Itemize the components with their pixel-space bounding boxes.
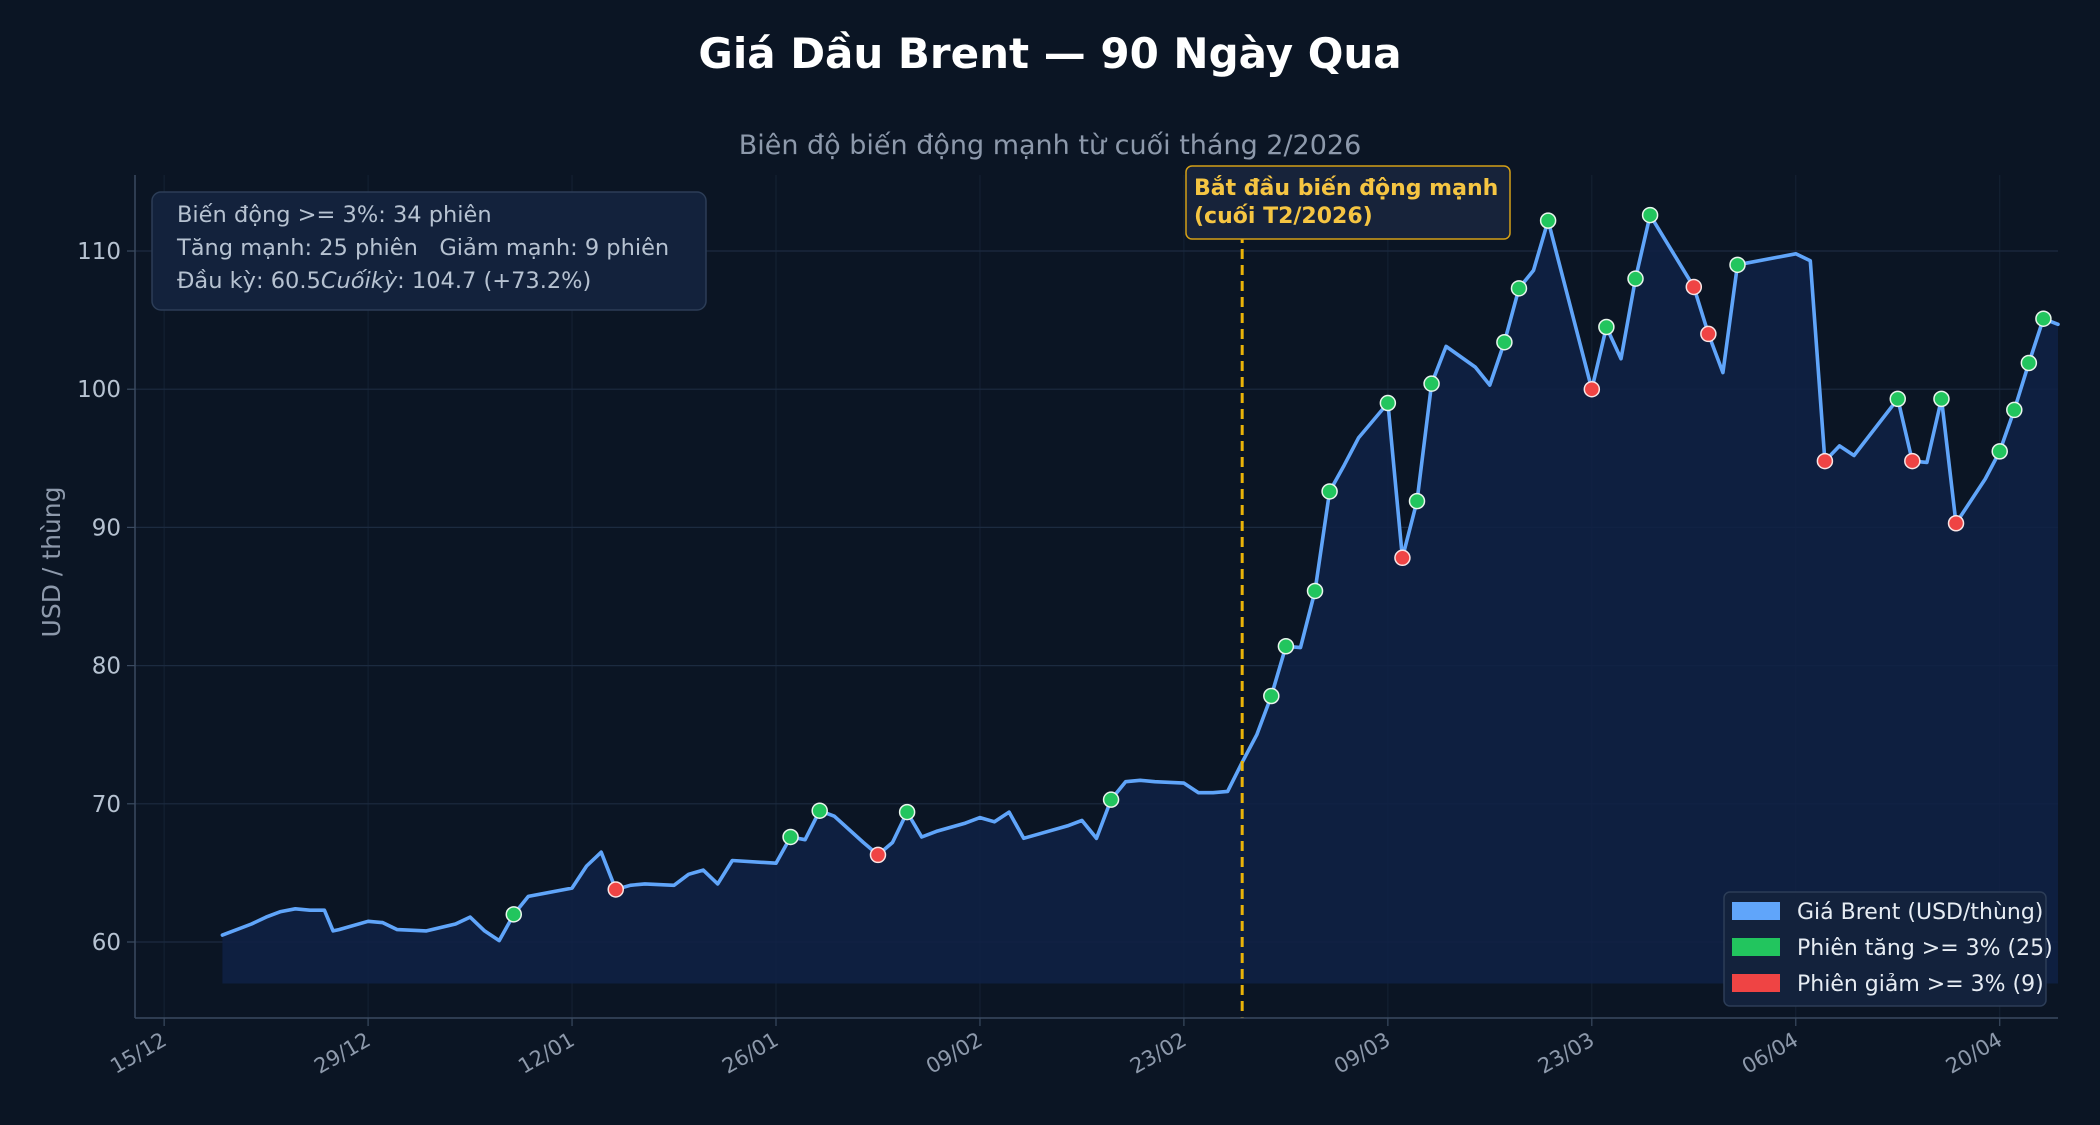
y-tick-label: 100	[77, 377, 121, 403]
up-session-marker	[1627, 270, 1644, 287]
up-session-marker	[505, 906, 523, 923]
up-session-marker	[782, 828, 799, 846]
up-session-marker	[1408, 492, 1426, 510]
up-session-marker	[1641, 206, 1659, 224]
up-session-marker	[1496, 333, 1513, 351]
legend-label-up: Phiên tăng >= 3% (25)	[1797, 936, 2053, 961]
up-session-marker	[1539, 212, 1557, 229]
down-session-marker	[1816, 452, 1834, 470]
legend-label-down: Phiên giảm >= 3% (9)	[1797, 972, 2044, 997]
down-session-marker	[1685, 278, 1703, 296]
up-session-marker	[1263, 687, 1280, 705]
up-session-marker	[1379, 394, 1397, 412]
y-tick-label: 70	[92, 792, 121, 818]
legend: Giá Brent (USD/thùng) Phiên tăng >= 3% (…	[1723, 891, 2053, 1007]
stats-box-frame	[151, 191, 707, 311]
annotation-box-frame	[1185, 165, 1511, 240]
y-axis-label: USD / thùng	[37, 487, 66, 638]
up-session-marker	[2020, 354, 2038, 372]
down-session-marker	[1947, 515, 1965, 532]
up-session-marker	[1889, 390, 1906, 408]
legend-swatch-down	[1732, 974, 1780, 992]
down-session-marker	[869, 846, 887, 864]
up-session-marker	[1423, 375, 1440, 392]
price-area-fill	[222, 215, 2058, 984]
y-tick-label: 110	[77, 239, 121, 265]
y-tick-label: 90	[92, 515, 121, 541]
annotation-line-1: Bắt đầu biến động mạnh	[1194, 175, 1498, 201]
chart-subtitle: Biên độ biến động mạnh từ cuối tháng 2/2…	[739, 130, 1362, 161]
up-session-marker	[2006, 401, 2023, 419]
stats-line-2: Tăng mạnh: 25 phiên Giảm mạnh: 9 phiên	[176, 235, 669, 261]
up-session-marker	[811, 802, 828, 819]
down-session-marker	[1904, 452, 1921, 470]
up-session-marker	[1991, 443, 2008, 460]
up-session-marker	[1321, 483, 1338, 500]
y-tick-label: 60	[92, 930, 121, 956]
up-session-marker	[1729, 256, 1746, 274]
down-session-marker	[607, 881, 624, 898]
up-session-marker	[1598, 318, 1615, 336]
stats-line-3-end: : 104.7 (+73.2%)	[397, 268, 591, 294]
up-session-marker	[1510, 280, 1528, 297]
up-session-marker	[1102, 791, 1120, 808]
down-session-marker	[1583, 380, 1601, 398]
stats-line-3: Đầu kỳ: 60.5Cuốikỳ: 104.7 (+73.2%)	[177, 268, 591, 294]
legend-swatch-price	[1732, 902, 1780, 920]
stats-line-3-start: Đầu kỳ: 60.5	[177, 268, 321, 294]
stats-line-1: Biến động >= 3%: 34 phiên	[177, 202, 492, 228]
y-tick-label: 80	[92, 654, 121, 680]
up-session-marker	[1306, 582, 1324, 600]
annotation-box: Bắt đầu biến động mạnh (cuối T2/2026)	[1185, 165, 1511, 240]
down-session-marker	[1394, 549, 1411, 567]
area-fill-layer	[222, 215, 2058, 984]
legend-frame	[1723, 891, 2047, 1007]
down-session-marker	[1700, 325, 1717, 343]
stats-box: Biến động >= 3%: 34 phiên Tăng mạnh: 25 …	[151, 191, 707, 311]
marker-layer	[505, 206, 2052, 923]
chart-title: Giá Dầu Brent — 90 Ngày Qua	[698, 29, 1401, 78]
annotation-line-2: (cuối T2/2026)	[1194, 204, 1373, 229]
up-session-marker	[1277, 638, 1295, 655]
up-session-marker	[898, 803, 916, 821]
up-session-marker	[2035, 310, 2052, 327]
legend-label-price: Giá Brent (USD/thùng)	[1797, 900, 2043, 925]
up-session-marker	[1933, 390, 1950, 408]
legend-swatch-up	[1732, 938, 1780, 956]
stats-line-3-italic: Cuốikỳ	[321, 268, 398, 294]
